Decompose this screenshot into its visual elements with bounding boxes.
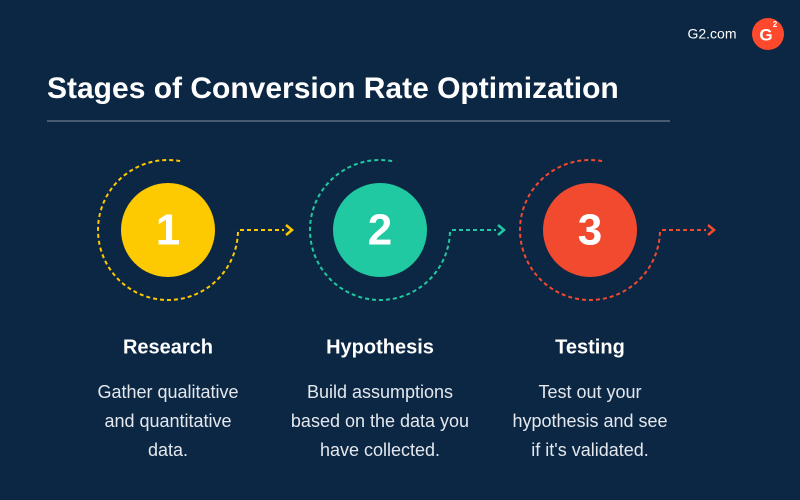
dashed-arc	[519, 159, 661, 301]
stage-description: if it's validated.	[531, 440, 649, 460]
stage-description: hypothesis and see	[512, 411, 667, 431]
arrow-head	[285, 224, 294, 236]
stage-title: Research	[123, 336, 213, 358]
brand-logo-sup: 2	[773, 20, 778, 29]
stage-title: Hypothesis	[326, 336, 434, 358]
brand-site: G2.com	[687, 26, 736, 42]
dashed-arc	[97, 159, 239, 301]
title: Stages of Conversion Rate Optimization	[47, 72, 619, 105]
stage-number: 1	[156, 206, 180, 255]
stage-circle	[121, 183, 215, 277]
stage-title: Testing	[555, 336, 625, 358]
stage-circle	[543, 183, 637, 277]
dashed-arc	[309, 159, 451, 301]
stage-description: Gather qualitative	[97, 382, 238, 402]
stage-description: Test out your	[538, 382, 641, 402]
arrow-head	[707, 224, 716, 236]
stage-description: and quantitative	[104, 411, 231, 431]
brand-logo-letter: G	[759, 25, 772, 44]
stage-description: Build assumptions	[307, 382, 453, 402]
stage-number: 2	[368, 206, 392, 255]
stage-description: have collected.	[320, 440, 440, 460]
stage-description: data.	[148, 440, 188, 460]
arrow-head	[497, 224, 506, 236]
brand-logo	[752, 18, 784, 50]
stage-circle	[333, 183, 427, 277]
stage-number: 3	[578, 206, 602, 255]
stage-description: based on the data you	[291, 411, 469, 431]
